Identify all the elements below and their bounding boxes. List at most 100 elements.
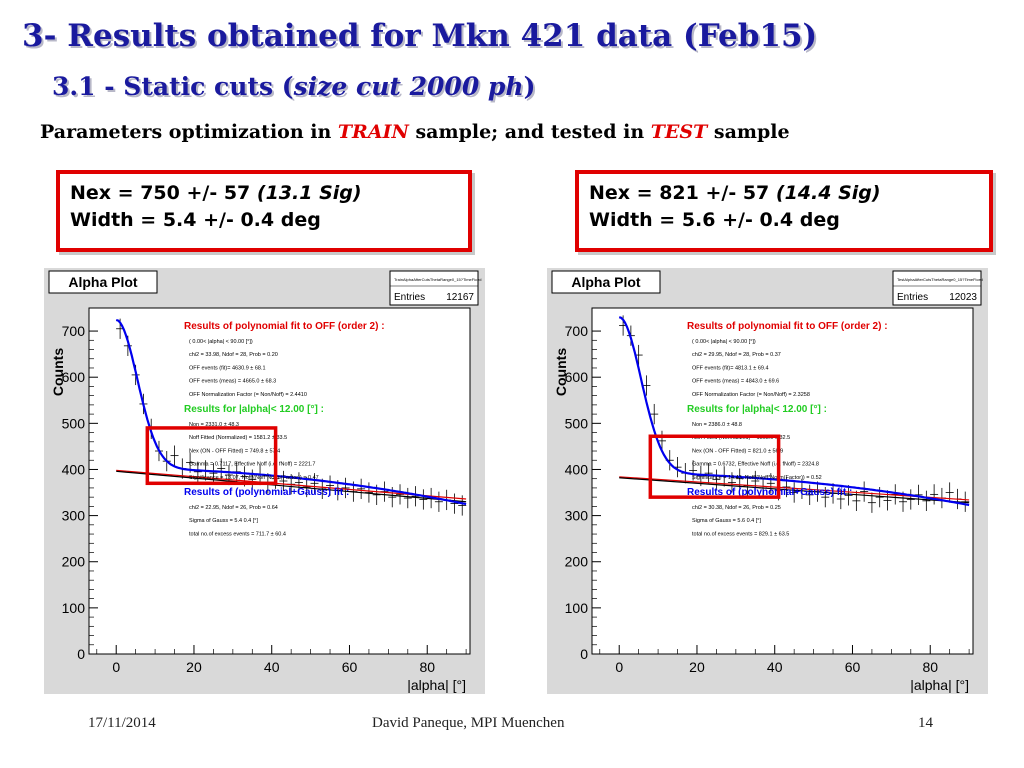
gauss-fit-curve xyxy=(115,318,467,506)
y-tick-label: 400 xyxy=(62,461,86,477)
y-tick-label: 700 xyxy=(62,323,86,339)
y-tick-label: 600 xyxy=(565,369,589,385)
test-alpha-plot: Alpha Plot TestAlphaAfterCutsThetaRange0_… xyxy=(547,268,988,694)
data-point xyxy=(357,478,366,499)
stats-line: Noff Fitted (Normalized) = 1581.2 ± 33.5 xyxy=(189,435,287,441)
description-train: TRAIN xyxy=(337,121,409,143)
x-tick-label: 60 xyxy=(342,659,358,675)
plot-title: Alpha Plot xyxy=(571,274,641,290)
test-nex: Nex = 821 +/- 57 xyxy=(589,182,776,204)
stats-heading: Results of (polynomial+Gauss) fit : xyxy=(184,487,349,498)
data-point xyxy=(642,375,651,396)
description-part2: sample; and tested in xyxy=(408,121,651,143)
train-alpha-plot: Alpha Plot TrainAlphaAfterCutsThetaRange0… xyxy=(44,268,485,694)
stats-line: ( 0.00< |alpha| < 90.00 [°]) xyxy=(189,339,253,345)
stats-line: OFF events (meas) = 4843.0 ± 69.6 xyxy=(692,379,779,385)
data-point xyxy=(704,463,713,484)
entries-label: Entries xyxy=(897,292,928,303)
x-tick-label: 60 xyxy=(845,659,861,675)
data-point xyxy=(930,484,939,505)
y-tick-label: 100 xyxy=(565,600,589,616)
x-tick-label: 80 xyxy=(922,659,938,675)
histogram-name: TrainAlphaAfterCutsThetaRange0_15?TimeFi… xyxy=(394,277,482,282)
plot-title-box xyxy=(48,270,158,294)
subtitle-prefix: 3.1 - Static cuts ( xyxy=(52,72,294,101)
data-point xyxy=(844,485,853,506)
highlight-box xyxy=(145,426,278,486)
stats-line: Sigma of Gauss = 5.4 0.4 [°] xyxy=(189,518,258,524)
data-point xyxy=(434,491,443,512)
footer-date: 17/11/2014 xyxy=(88,715,156,731)
data-point xyxy=(914,484,923,505)
entries-label: Entries xyxy=(394,292,425,303)
slide-title: 3- Results obtained for Mkn 421 data (Fe… xyxy=(22,18,818,54)
stats-line: Non = 2386.0 ± 48.8 xyxy=(692,422,742,428)
y-tick-label: 300 xyxy=(565,508,589,524)
data-point xyxy=(735,468,744,489)
data-point xyxy=(712,469,721,490)
x-tick-label: 20 xyxy=(689,659,705,675)
x-tick-label: 0 xyxy=(615,659,623,675)
stats-line: Noff Fitted (Normalized) = 1565.0 ± 32.5 xyxy=(692,435,790,441)
x-axis-label: |alpha| [°] xyxy=(407,677,466,693)
data-point xyxy=(302,476,311,498)
stats-line: Gamma = 0.6732, Effective Noff (i.e. fNo… xyxy=(692,462,819,468)
train-width: Width = 5.4 +/- 0.4 deg xyxy=(70,209,321,231)
plot-title: Alpha Plot xyxy=(68,274,138,290)
stats-heading: Results for |alpha|< 12.00 [°] : xyxy=(184,404,324,415)
train-nex: Nex = 750 +/- 57 xyxy=(70,182,257,204)
train-result-box: Nex = 750 +/- 57 (13.1 Sig) Width = 5.4 … xyxy=(56,170,472,252)
y-tick-label: 300 xyxy=(62,508,86,524)
x-tick-label: 0 xyxy=(112,659,120,675)
stats-line: OFF events (meas) = 4665.0 ± 68.3 xyxy=(189,379,276,385)
plot-title-box xyxy=(551,270,661,294)
test-result-box: Nex = 821 +/- 57 (14.4 Sig) Width = 5.6 … xyxy=(575,170,993,252)
subtitle-suffix: ) xyxy=(523,72,536,101)
alpha-plot-svg: Alpha Plot TrainAlphaAfterCutsThetaRange0… xyxy=(44,268,485,694)
data-point xyxy=(217,458,226,479)
stats-heading: Results for |alpha|< 12.00 [°] : xyxy=(687,404,827,415)
data-point xyxy=(279,470,288,492)
stats-line: chi2 = 33.98, Ndof = 28, Prob = 0.20 xyxy=(189,352,278,358)
y-tick-label: 600 xyxy=(62,369,86,385)
off-fit-line-black xyxy=(619,477,970,504)
y-tick-label: 200 xyxy=(565,554,589,570)
x-tick-label: 40 xyxy=(264,659,280,675)
stats-line: Significance = 14.43, Noff/(Noff*Norm(Fa… xyxy=(692,475,822,481)
description-line: Parameters optimization in TRAIN sample;… xyxy=(40,121,790,143)
data-point xyxy=(922,490,931,511)
data-point xyxy=(836,488,845,510)
x-tick-label: 20 xyxy=(186,659,202,675)
data-point xyxy=(790,482,799,503)
alpha-plot-svg: Alpha Plot TestAlphaAfterCutsThetaRange0_… xyxy=(547,268,988,694)
test-sig: (14.4 Sig) xyxy=(775,182,881,204)
data-point xyxy=(860,481,869,502)
train-nex-line: Nex = 750 +/- 57 (13.1 Sig) xyxy=(70,180,458,207)
histogram-name: TestAlphaAfterCutsThetaRange0_15?TimeFic… xyxy=(897,277,983,282)
off-fit-line-black xyxy=(116,470,467,503)
data-point xyxy=(419,489,428,510)
y-tick-label: 400 xyxy=(565,461,589,477)
data-point xyxy=(650,403,659,425)
stats-line: OFF Normalization Factor (= Non/Noff) = … xyxy=(189,392,307,398)
stats-line: total no.of excess events = 711.7 ± 60.4 xyxy=(189,531,286,537)
y-tick-label: 100 xyxy=(62,600,86,616)
slide-subtitle: 3.1 - Static cuts (size cut 2000 ph) xyxy=(52,72,535,101)
y-tick-label: 0 xyxy=(580,646,588,662)
stats-line: ( 0.00< |alpha| < 90.00 [°]) xyxy=(692,339,756,345)
description-test: TEST xyxy=(650,121,708,143)
data-point xyxy=(906,489,915,510)
stats-line: chi2 = 30.38, Ndof = 26, Prob = 0.25 xyxy=(692,505,781,511)
stats-line: Gamma = 0.7117, Effective Noff (i.e. fNo… xyxy=(189,462,315,468)
data-point xyxy=(883,490,892,511)
stats-heading: Results of polynomial fit to OFF (order … xyxy=(687,321,888,332)
y-tick-label: 500 xyxy=(565,415,589,431)
stats-box xyxy=(389,270,479,306)
description-part3: sample xyxy=(707,121,790,143)
stats-line: chi2 = 22.95, Ndof = 26, Prob = 0.64 xyxy=(189,505,278,511)
data-point xyxy=(689,460,698,481)
y-tick-label: 200 xyxy=(62,554,86,570)
y-axis-label: Counts xyxy=(50,348,66,396)
gauss-fit-curve xyxy=(618,316,970,507)
y-tick-label: 500 xyxy=(62,415,86,431)
